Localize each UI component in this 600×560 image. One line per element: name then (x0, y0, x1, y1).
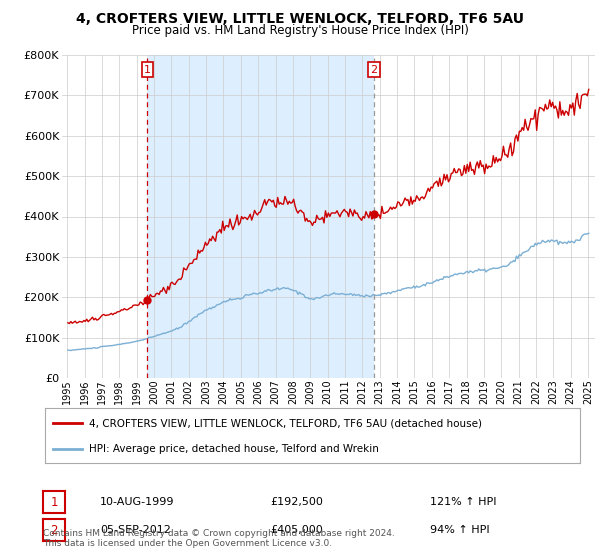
Text: HPI: Average price, detached house, Telford and Wrekin: HPI: Average price, detached house, Telf… (89, 444, 379, 454)
Text: £405,000: £405,000 (270, 525, 323, 535)
Text: 1: 1 (144, 65, 151, 74)
Text: 10-AUG-1999: 10-AUG-1999 (100, 497, 175, 507)
Text: 2: 2 (50, 524, 58, 536)
Text: 2: 2 (370, 65, 377, 74)
Text: 4, CROFTERS VIEW, LITTLE WENLOCK, TELFORD, TF6 5AU: 4, CROFTERS VIEW, LITTLE WENLOCK, TELFOR… (76, 12, 524, 26)
Text: 94% ↑ HPI: 94% ↑ HPI (430, 525, 490, 535)
Text: Price paid vs. HM Land Registry's House Price Index (HPI): Price paid vs. HM Land Registry's House … (131, 24, 469, 36)
Text: 4, CROFTERS VIEW, LITTLE WENLOCK, TELFORD, TF6 5AU (detached house): 4, CROFTERS VIEW, LITTLE WENLOCK, TELFOR… (89, 418, 482, 428)
Text: 1: 1 (50, 496, 58, 508)
Text: 05-SEP-2012: 05-SEP-2012 (100, 525, 171, 535)
Text: £192,500: £192,500 (270, 497, 323, 507)
Text: 121% ↑ HPI: 121% ↑ HPI (430, 497, 497, 507)
Text: Contains HM Land Registry data © Crown copyright and database right 2024.
This d: Contains HM Land Registry data © Crown c… (43, 529, 395, 548)
Bar (148, 55, 374, 378)
